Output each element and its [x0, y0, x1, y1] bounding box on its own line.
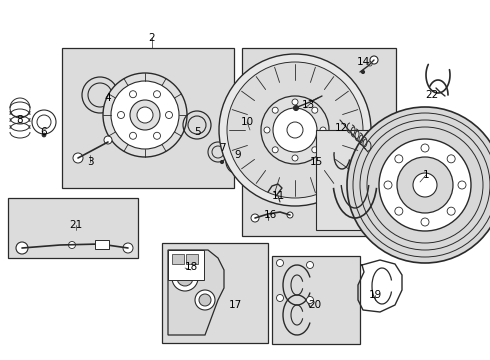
Polygon shape	[168, 250, 224, 335]
Circle shape	[421, 218, 429, 226]
Text: 15: 15	[309, 157, 322, 167]
Text: 16: 16	[264, 210, 277, 220]
Circle shape	[395, 155, 403, 163]
Circle shape	[227, 62, 363, 198]
Circle shape	[307, 261, 314, 269]
Circle shape	[447, 155, 455, 163]
Circle shape	[368, 62, 372, 66]
Circle shape	[447, 207, 455, 215]
Circle shape	[287, 122, 303, 138]
Circle shape	[273, 108, 317, 152]
Circle shape	[264, 127, 270, 133]
Text: 17: 17	[228, 300, 242, 310]
Circle shape	[237, 174, 240, 176]
Text: 22: 22	[425, 90, 439, 100]
Circle shape	[195, 290, 215, 310]
Bar	[172, 254, 184, 264]
Text: 1: 1	[423, 170, 429, 180]
Bar	[186, 254, 198, 264]
Circle shape	[312, 107, 318, 113]
Text: 4: 4	[105, 93, 111, 103]
Text: 9: 9	[235, 150, 241, 160]
Circle shape	[276, 294, 284, 302]
Text: 21: 21	[70, 220, 83, 230]
Circle shape	[320, 127, 326, 133]
Circle shape	[362, 71, 365, 73]
Circle shape	[153, 91, 161, 98]
Circle shape	[272, 147, 278, 153]
Circle shape	[137, 107, 153, 123]
Text: 14: 14	[356, 57, 369, 67]
Circle shape	[370, 56, 378, 64]
Bar	[8, 198, 138, 258]
Circle shape	[347, 107, 490, 263]
Circle shape	[421, 144, 429, 152]
Text: 19: 19	[368, 290, 382, 300]
Circle shape	[312, 147, 318, 153]
Circle shape	[379, 139, 471, 231]
Circle shape	[251, 214, 259, 222]
Text: 5: 5	[194, 127, 200, 137]
Circle shape	[219, 54, 371, 206]
Circle shape	[199, 294, 211, 306]
Text: 12: 12	[334, 123, 347, 133]
Text: 3: 3	[87, 157, 93, 167]
Bar	[95, 240, 109, 249]
Text: 7: 7	[219, 143, 225, 153]
Circle shape	[104, 136, 112, 144]
Circle shape	[292, 99, 298, 105]
Circle shape	[292, 155, 298, 161]
Circle shape	[220, 161, 223, 163]
Circle shape	[129, 91, 137, 98]
Text: 18: 18	[184, 262, 197, 272]
Text: 2: 2	[148, 33, 155, 43]
Circle shape	[42, 133, 46, 137]
Text: 8: 8	[17, 115, 24, 125]
Circle shape	[111, 81, 179, 149]
Circle shape	[458, 181, 466, 189]
Circle shape	[73, 153, 83, 163]
Circle shape	[16, 242, 28, 254]
Text: 13: 13	[301, 100, 315, 110]
Bar	[168, 250, 204, 280]
Circle shape	[294, 105, 298, 111]
Circle shape	[384, 181, 392, 189]
Circle shape	[276, 260, 284, 266]
Circle shape	[118, 112, 124, 118]
Bar	[316, 130, 394, 230]
Circle shape	[172, 265, 198, 291]
Circle shape	[123, 243, 133, 253]
Circle shape	[261, 96, 329, 164]
Circle shape	[153, 132, 161, 139]
Bar	[162, 243, 268, 343]
Bar	[62, 48, 234, 188]
Circle shape	[413, 173, 437, 197]
Bar	[272, 256, 360, 344]
Circle shape	[129, 132, 137, 139]
Text: 10: 10	[241, 117, 253, 127]
Circle shape	[103, 73, 187, 157]
Bar	[242, 48, 396, 236]
Circle shape	[397, 157, 453, 213]
Circle shape	[272, 107, 278, 113]
Circle shape	[69, 242, 75, 248]
Text: 11: 11	[271, 191, 285, 201]
Circle shape	[287, 212, 293, 218]
Circle shape	[177, 270, 193, 286]
Circle shape	[395, 207, 403, 215]
Circle shape	[307, 297, 314, 303]
Text: 6: 6	[41, 127, 48, 137]
Circle shape	[130, 100, 160, 130]
Circle shape	[166, 112, 172, 118]
Text: 20: 20	[308, 300, 321, 310]
